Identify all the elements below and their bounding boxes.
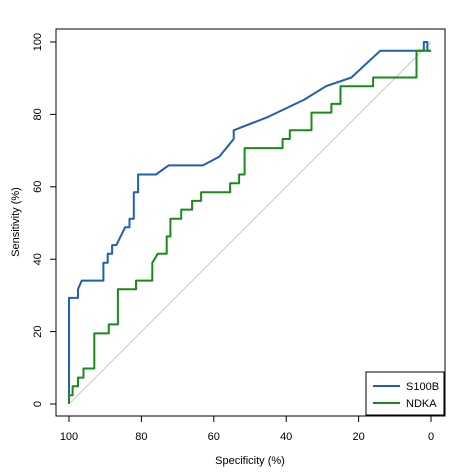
legend-box <box>365 371 445 416</box>
series-line-ndka <box>68 49 431 404</box>
x-tick-label: 100 <box>60 431 78 443</box>
reference-diagonal-layer <box>68 41 432 405</box>
y-tick-label: 40 <box>32 253 44 265</box>
y-tick-label: 80 <box>32 108 44 120</box>
x-tick-label: 20 <box>352 431 364 443</box>
legend: S100B NDKA <box>365 371 445 416</box>
x-axis-label: Specificity (%) <box>215 455 285 467</box>
y-tick-label: 20 <box>32 325 44 337</box>
y-tick-label: 100 <box>32 33 44 51</box>
legend-label-s100b: S100B <box>406 381 439 393</box>
y-axis: 0 20 40 60 80 100 <box>32 33 57 407</box>
y-tick-label: 60 <box>32 181 44 193</box>
series-line-s100b <box>68 41 431 404</box>
x-tick-label: 40 <box>280 431 292 443</box>
y-tick-label: 0 <box>32 401 44 407</box>
x-axis: 100 80 60 40 20 0 <box>60 415 434 443</box>
reference-diagonal-line <box>68 41 432 405</box>
series-layer <box>68 41 431 404</box>
x-tick-label: 80 <box>135 431 147 443</box>
x-tick-label: 0 <box>428 431 434 443</box>
y-axis-label: Sensitivity (%) <box>10 187 22 257</box>
legend-label-ndka: NDKA <box>406 398 437 410</box>
x-tick-label: 60 <box>208 431 220 443</box>
